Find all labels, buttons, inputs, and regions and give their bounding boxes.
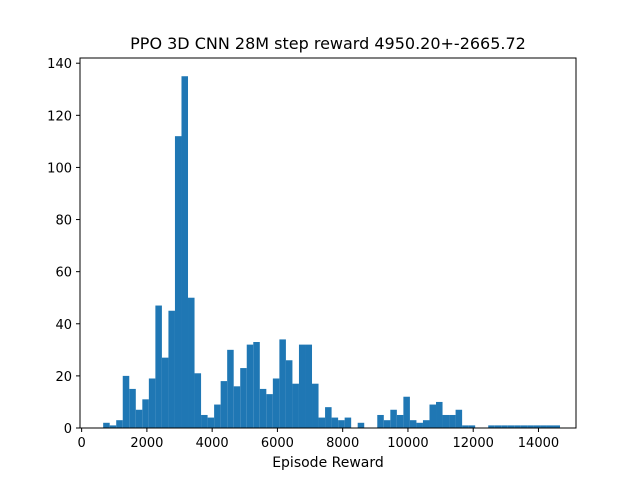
histogram-bar: [246, 344, 254, 428]
y-tick-label: 100: [47, 161, 72, 176]
histogram-bar: [449, 414, 456, 428]
histogram-bar: [325, 407, 332, 428]
y-tick-label: 60: [55, 266, 72, 281]
x-tick-label: 10000: [387, 436, 428, 451]
histogram-bar: [109, 425, 117, 428]
y-axis-ticks: 0 20 40 60 80 100 120 140: [47, 57, 80, 437]
histogram-bar: [338, 420, 345, 428]
histogram-bar: [312, 383, 319, 428]
histogram-bar: [396, 414, 404, 428]
y-tick-label: 0: [64, 422, 72, 437]
histogram-bar: [403, 396, 410, 428]
histogram-bar: [436, 401, 443, 428]
histogram-bar: [188, 297, 195, 428]
histogram-bar: [553, 425, 561, 428]
y-tick-label: 120: [47, 109, 72, 124]
histogram-bar: [507, 425, 515, 428]
histogram-bar: [468, 425, 476, 428]
histogram-bar: [148, 378, 156, 428]
x-tick-label: 14000: [518, 436, 559, 451]
histogram-bar: [331, 417, 339, 428]
histogram-bar: [527, 425, 534, 428]
histogram-bar: [253, 342, 260, 428]
histogram-bar: [546, 425, 554, 428]
histogram-bar: [272, 378, 280, 428]
histogram-bar: [377, 414, 384, 428]
histogram-bar: [279, 339, 286, 428]
histogram-bar: [422, 420, 430, 428]
histogram-bar: [501, 425, 508, 428]
x-tick-label: 12000: [453, 436, 494, 451]
y-tick-label: 20: [55, 370, 72, 385]
x-tick-label: 4000: [196, 436, 229, 451]
histogram-bar: [135, 409, 143, 428]
histogram-bar: [161, 357, 169, 428]
histogram-bar: [292, 383, 299, 428]
histogram-bar: [409, 420, 417, 428]
histogram-bar: [540, 425, 547, 428]
histogram-bar: [233, 386, 241, 428]
histogram-bar: [416, 422, 423, 428]
histogram-bar: [514, 425, 521, 428]
histogram-bar: [455, 409, 463, 428]
histogram-bar: [214, 404, 221, 428]
histogram-bar: [488, 425, 495, 428]
y-tick-label: 140: [47, 57, 72, 72]
histogram-bar: [259, 388, 267, 428]
histogram-bar: [429, 404, 437, 428]
y-tick-label: 80: [55, 214, 72, 229]
y-tick-label: 40: [55, 318, 72, 333]
histogram-bar: [383, 420, 391, 428]
histogram-bar: [357, 422, 365, 428]
histogram-bar: [174, 136, 182, 429]
histogram-bar: [344, 417, 352, 428]
histogram-bar: [103, 422, 110, 428]
x-axis-ticks: 0 2000 4000 6000 8000 10000 12000 14000: [77, 428, 559, 451]
histogram-bar: [194, 373, 202, 428]
histogram-bar: [318, 417, 326, 428]
chart-title: PPO 3D CNN 28M step reward 4950.20+-2665…: [130, 34, 526, 53]
histogram-bar: [220, 381, 228, 428]
histogram-bar: [266, 394, 273, 428]
x-axis-label: Episode Reward: [272, 455, 384, 471]
histogram-bar: [155, 305, 162, 428]
histogram-bar: [442, 414, 450, 428]
histogram-bar: [142, 399, 149, 428]
histogram-bar: [227, 349, 234, 428]
histogram-bar: [122, 375, 130, 428]
x-tick-label: 6000: [261, 436, 294, 451]
x-tick-label: 2000: [130, 436, 163, 451]
histogram-bar: [240, 368, 247, 428]
histogram-bar: [168, 310, 175, 428]
histogram-bar: [285, 360, 293, 428]
histogram-bar: [298, 344, 306, 428]
histogram-bar: [129, 388, 136, 428]
histogram-bar: [207, 417, 215, 428]
histogram-bar: [494, 425, 502, 428]
histogram-bar: [201, 414, 208, 428]
histogram-bar: [305, 344, 313, 428]
histogram-bar: [520, 425, 528, 428]
histogram-bar: [116, 420, 123, 428]
histogram-bar: [181, 76, 189, 428]
plot-frame: [79, 57, 577, 429]
bars: [103, 76, 561, 429]
x-tick-label: 8000: [326, 436, 359, 451]
histogram-bar: [390, 409, 397, 428]
x-tick-label: 0: [77, 436, 85, 451]
histogram-bar: [462, 425, 469, 428]
histogram-bar: [533, 425, 541, 428]
